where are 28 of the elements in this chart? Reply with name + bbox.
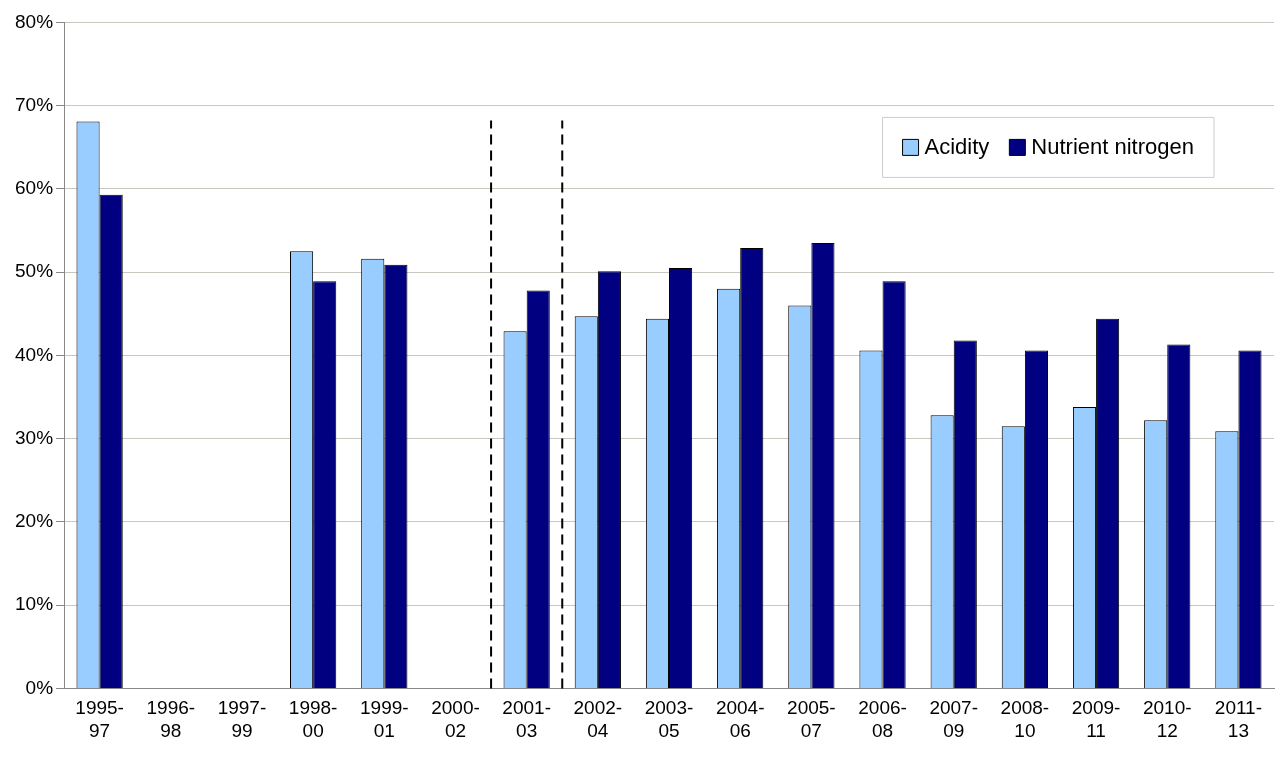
x-tick-label: 1999-01 — [360, 697, 409, 741]
y-tick-label: 60% — [15, 177, 54, 199]
x-tick-label: 2006-08 — [858, 697, 907, 741]
y-tick-label: 20% — [15, 510, 54, 532]
y-tick-label: 0% — [25, 676, 54, 698]
y-tick-label: 80% — [15, 10, 54, 32]
x-tick-label: 2005-07 — [787, 697, 836, 741]
x-tick-label: 1996-98 — [146, 697, 196, 741]
y-tick-label: 10% — [15, 593, 54, 615]
x-tick-label: 2002-04 — [573, 697, 623, 741]
x-tick-label: 2010-12 — [1142, 697, 1192, 741]
x-tick-label: 2007-09 — [929, 697, 979, 741]
y-tick-label: 30% — [15, 426, 54, 448]
y-tick-label: 70% — [15, 93, 54, 115]
x-tick-label: 2001-03 — [502, 697, 551, 741]
x-tick-label: 2011-13 — [1214, 697, 1263, 741]
y-tick-label: 50% — [15, 260, 54, 282]
legend-label: Acidity — [924, 134, 990, 160]
x-tick-label: 2000-02 — [431, 697, 480, 741]
x-tick-label: 2009-11 — [1071, 697, 1121, 741]
x-tick-label: 1998-00 — [288, 697, 338, 741]
y-tick-label: 40% — [15, 343, 54, 365]
x-tick-label: 2008-10 — [1000, 697, 1050, 741]
x-tick-label: 1995-97 — [75, 697, 124, 741]
x-tick-label: 1997-99 — [217, 697, 267, 741]
x-tick-label: 2003-05 — [644, 697, 694, 741]
legend-label: Nutrient nitrogen — [1031, 134, 1195, 160]
x-tick-label: 2004-06 — [715, 697, 765, 741]
